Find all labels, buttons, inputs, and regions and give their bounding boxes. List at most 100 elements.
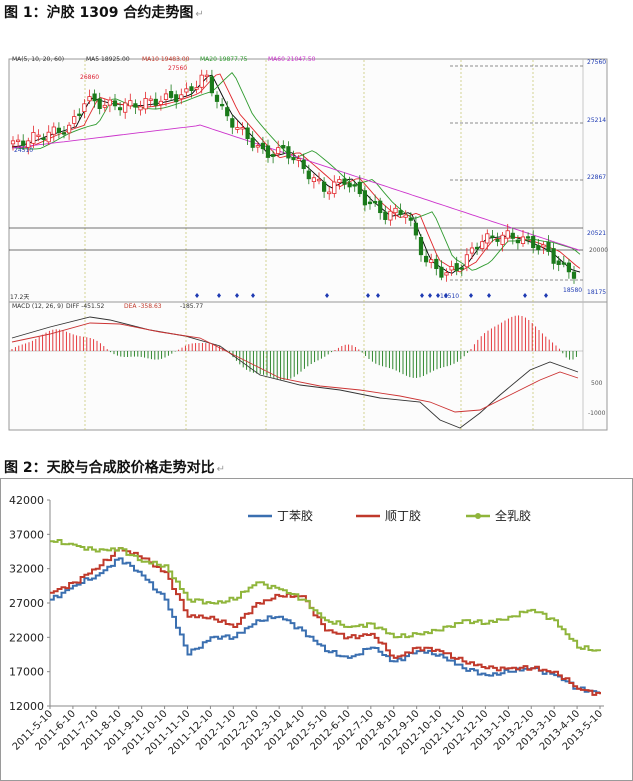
candle-body <box>434 258 439 270</box>
candle-body <box>423 255 429 263</box>
price-label-20521: 20521 <box>587 230 606 237</box>
candle-body <box>449 266 454 271</box>
candle-body <box>291 157 296 161</box>
candle-body <box>10 140 16 145</box>
candle-body <box>179 94 184 100</box>
candle-body <box>526 236 531 239</box>
annotation-low-1: 16510 <box>440 293 459 300</box>
candle-body <box>469 247 475 254</box>
legend-label-3: 全乳胶 <box>495 508 531 523</box>
macd-diff-line <box>11 316 579 429</box>
candle-body <box>418 236 424 256</box>
candle-body <box>92 93 97 102</box>
y-tick-label: 37000 <box>9 528 44 541</box>
rubber-1309-candlestick-chart: MA(5, 10, 20, 60) MA5 18925.00 MA10 1948… <box>0 30 633 434</box>
legend-label-1: 丁苯胶 <box>277 508 313 523</box>
candle-body <box>107 99 112 106</box>
candle-body <box>571 271 577 279</box>
candle-body <box>393 207 398 214</box>
signal-marker <box>523 293 527 298</box>
candle-body <box>219 103 225 107</box>
candle-body <box>480 241 485 249</box>
candle-body <box>464 254 470 268</box>
candle-body <box>561 262 566 265</box>
candle-body <box>316 178 322 182</box>
candle-body <box>332 181 337 194</box>
candle-body <box>296 158 301 161</box>
signal-marker <box>325 293 329 298</box>
candle-body <box>240 127 245 130</box>
candle-body <box>138 106 143 111</box>
candle-body <box>301 159 306 170</box>
candle-body <box>321 181 327 192</box>
candle-body <box>408 217 413 221</box>
candle-body <box>41 137 46 140</box>
candle-body <box>128 100 133 107</box>
candle-body <box>31 132 36 144</box>
candle-body <box>148 98 153 101</box>
candle-body <box>403 214 408 218</box>
candle-body <box>367 201 373 205</box>
signal-marker <box>195 293 199 298</box>
ma-label: MA(5, 10, 20, 60) <box>12 56 64 63</box>
candle-body <box>357 181 362 195</box>
candle-body <box>245 127 250 140</box>
candle-body <box>153 98 158 106</box>
candle-body <box>260 142 266 150</box>
candle-body <box>444 272 449 276</box>
candle-body <box>490 235 495 238</box>
candle-body <box>505 230 510 239</box>
candle-body <box>82 103 87 112</box>
ma20-line <box>11 72 581 271</box>
ma10-line <box>11 73 581 273</box>
candle-body <box>342 178 347 185</box>
candle-body <box>327 191 332 195</box>
candle-body <box>97 98 102 109</box>
series-line-2 <box>50 547 601 696</box>
candle-body <box>541 244 546 248</box>
candle-body <box>265 145 271 158</box>
candle-body <box>56 127 62 133</box>
candle-body <box>311 177 317 183</box>
candle-body <box>87 96 92 102</box>
candle-body <box>21 140 26 146</box>
signal-marker <box>428 293 432 298</box>
y-tick-label: 27000 <box>9 597 44 610</box>
y-tick-label: 12000 <box>9 700 44 713</box>
candle-body <box>378 200 383 214</box>
signal-marker <box>487 293 491 298</box>
macd-value: -185.77 <box>180 303 203 310</box>
candle-body <box>306 170 311 180</box>
signal-marker <box>376 293 380 298</box>
price-label-25214: 25214 <box>587 117 606 124</box>
price-label-22867: 22867 <box>587 174 606 181</box>
candle-body <box>26 140 31 148</box>
candle-body <box>286 146 291 159</box>
signal-marker <box>366 293 370 298</box>
candle-body <box>250 137 255 148</box>
candle-body <box>388 210 393 221</box>
price-label-20000: 20000 <box>589 247 608 254</box>
price-label-27560: 27560 <box>587 59 606 66</box>
ma60-line <box>11 124 581 251</box>
signal-marker <box>420 293 424 298</box>
candle-body <box>199 74 204 88</box>
candle-body <box>174 94 179 103</box>
candle-body <box>133 103 138 108</box>
candle-body <box>500 234 505 245</box>
candle-body <box>398 210 403 215</box>
candle-body <box>459 267 464 270</box>
candle-body <box>67 124 72 134</box>
candle-body <box>495 238 500 242</box>
volume-label: 17.2天 <box>10 294 29 301</box>
candle-body <box>413 222 419 236</box>
candle-body <box>235 127 240 130</box>
candle-body <box>362 190 368 206</box>
ma10-value: MA10 19483.00 <box>142 56 190 63</box>
candle-body <box>520 236 526 244</box>
y-tick-label: 17000 <box>9 666 44 679</box>
candle-body <box>556 260 561 265</box>
figure-1-caption: 图 1：沪胶 1309 合约走势图 ↵ <box>4 5 204 21</box>
candle-body <box>515 239 521 244</box>
candle-body <box>158 100 163 105</box>
